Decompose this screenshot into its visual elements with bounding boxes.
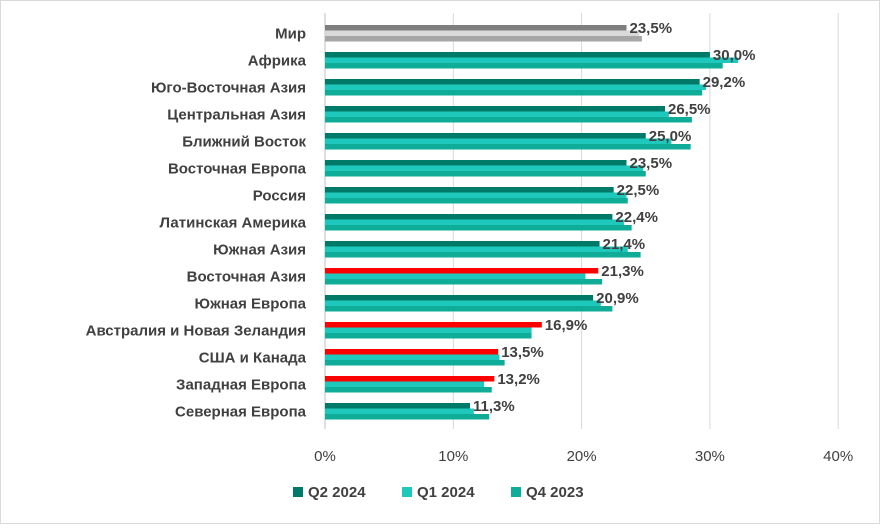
data-label: 16,9% [545,317,588,334]
bar-q1-2024 [325,219,624,225]
bar-q2-2024 [325,52,710,58]
bar-q4-2023 [325,333,532,339]
bar-q4-2023 [325,225,632,231]
data-label: 25,0% [649,128,692,145]
category-label: Ближний Восток [182,133,306,150]
bar-q2-2024 [325,241,600,247]
data-label: 23,5% [630,155,673,172]
category-label: Северная Европа [175,403,307,420]
data-label: 11,3% [473,398,515,415]
bar-q4-2023 [325,279,603,285]
bar-q4-2023 [325,117,692,123]
category-label: Россия [253,187,306,204]
bar-q1-2024 [325,354,500,360]
data-label: 22,5% [617,182,660,199]
data-label: 23,5% [630,20,673,37]
data-label: 13,5% [501,344,544,361]
data-label: 20,9% [596,290,639,307]
legend-label: Q4 2023 [526,484,584,501]
category-label: Южная Азия [213,241,306,258]
bar-q2-2024 [325,25,627,31]
bar-q1-2024 [325,300,601,306]
bar-q4-2023 [325,306,613,312]
bar-q1-2024 [325,246,628,252]
x-tick-label: 40% [823,448,853,465]
bar-q4-2023 [325,252,641,258]
bar-q1-2024 [325,192,627,198]
bar-q1-2024 [325,408,474,414]
bar-q2-2024 [325,106,665,112]
bar-q2-2024 [325,214,613,220]
bar-q1-2024 [325,84,707,90]
bar-q1-2024 [325,30,640,36]
bar-q4-2023 [325,63,723,69]
bar-q1-2024 [325,165,644,171]
category-label: Восточная Европа [168,160,307,177]
data-label: 13,2% [497,371,540,388]
bar-q2-2024 [325,79,700,85]
bar-q1-2024 [325,138,672,144]
category-label: Австралия и Новая Зеландия [86,322,306,339]
bar-q4-2023 [325,144,691,150]
bar-q1-2024 [325,111,669,117]
x-tick-label: 10% [438,448,468,465]
bar-q2-2024 [325,187,614,193]
bar-q4-2023 [325,387,492,393]
category-label: Латинская Америка [160,214,307,231]
data-label: 22,4% [615,209,658,226]
data-label: 21,3% [601,263,644,280]
data-label: 30,0% [713,47,756,64]
data-label: 29,2% [703,74,746,91]
legend-swatch [402,487,412,497]
data-label: 21,4% [603,236,646,253]
category-label: Западная Европа [176,376,307,393]
bar-q4-2023 [325,90,703,96]
bar-q2-2024 [325,160,627,166]
category-label: Южная Европа [194,295,306,312]
x-tick-label: 0% [314,448,336,465]
bar-q2-2024 [325,376,495,382]
bar-q1-2024 [325,381,485,387]
bar-q4-2023 [325,198,628,204]
legend-label: Q1 2024 [417,484,475,501]
x-tick-label: 30% [695,448,725,465]
x-tick-label: 20% [567,448,597,465]
category-label: США и Канада [199,349,307,366]
bar-q2-2024 [325,403,470,409]
category-label: Юго-Восточная Азия [151,79,306,96]
bar-q4-2023 [325,36,642,42]
bar-q1-2024 [325,273,586,279]
bar-q4-2023 [325,360,505,366]
category-label: Центральная Азия [167,106,306,123]
bar-q4-2023 [325,171,646,177]
bar-q2-2024 [325,295,594,301]
bar-q2-2024 [325,268,599,274]
category-label: Мир [275,25,306,42]
legend-label: Q2 2024 [308,484,366,501]
data-label: 26,5% [668,101,711,118]
category-label: Восточная Азия [187,268,306,285]
bar-q1-2024 [325,57,739,63]
bar-q2-2024 [325,133,646,139]
bar-q2-2024 [325,349,499,355]
bar-q4-2023 [325,414,490,420]
legend-swatch [511,487,521,497]
category-label: Африка [248,52,307,69]
bar-q2-2024 [325,322,542,328]
bar-q1-2024 [325,327,532,333]
legend-swatch [293,487,303,497]
